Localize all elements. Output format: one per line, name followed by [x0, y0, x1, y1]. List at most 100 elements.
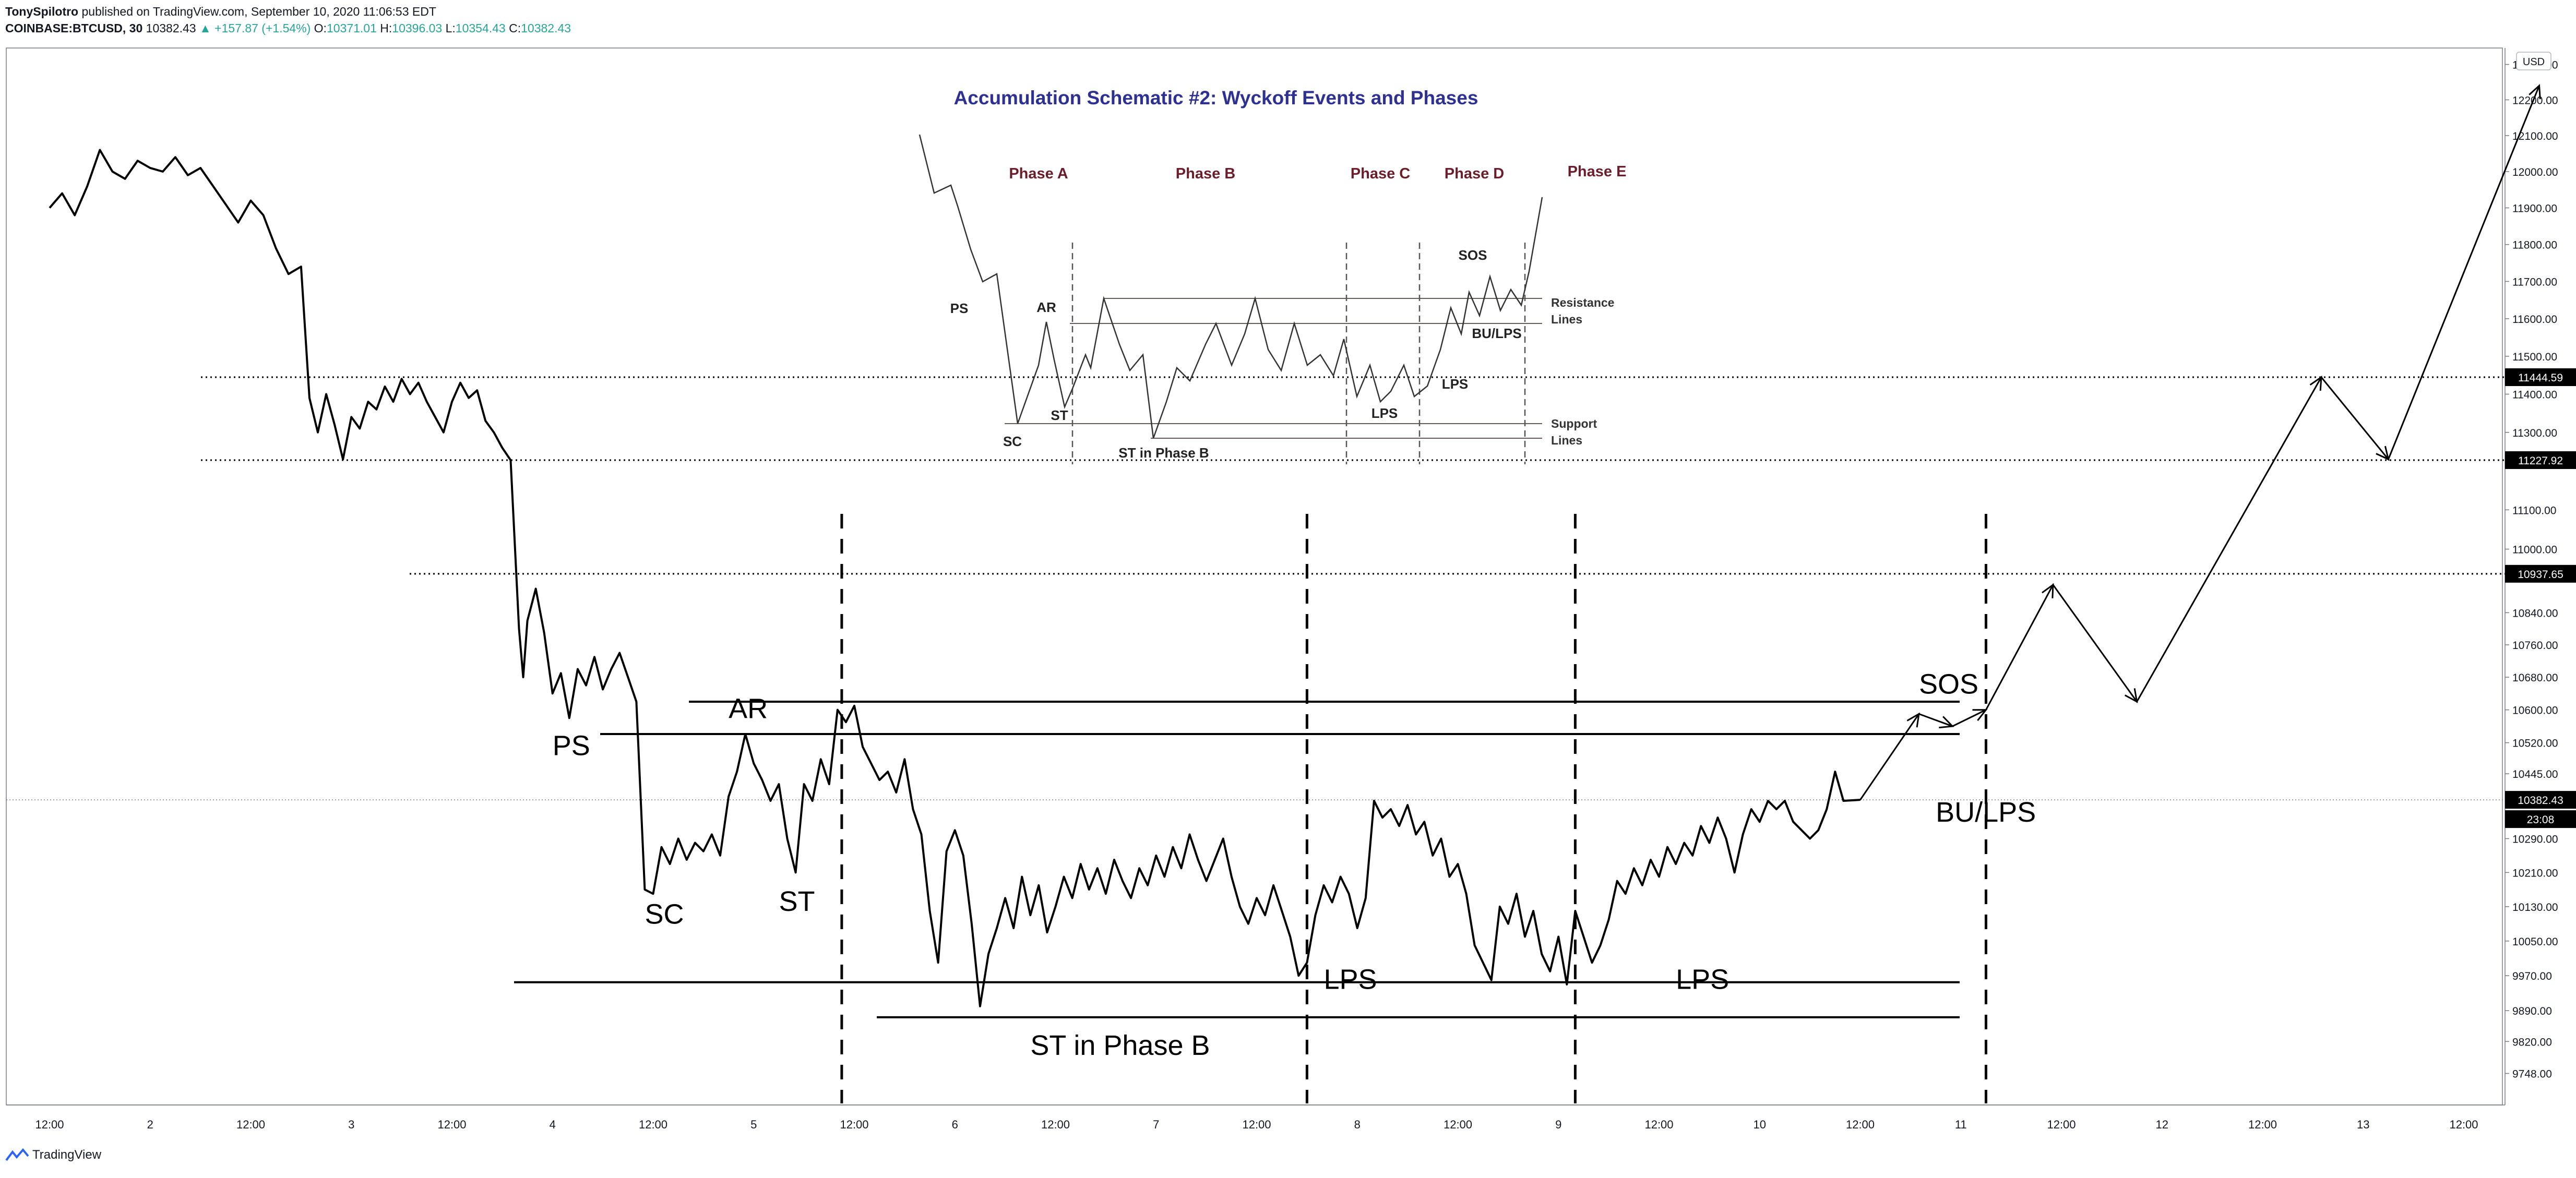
time-tick-label: 12:00 — [236, 1118, 265, 1131]
price-label-box — [2505, 368, 2576, 387]
time-tick-label: 12:00 — [1846, 1118, 1875, 1131]
price-tick-label: 10290.00 — [2512, 833, 2558, 845]
event-label: LPS — [1676, 964, 1729, 995]
phase-label: Phase B — [1176, 165, 1235, 182]
price-label-text: 11444.59 — [2518, 372, 2563, 384]
arrowhead — [1906, 712, 1920, 728]
price-label-box — [2505, 810, 2576, 828]
time-tick-label: 12:00 — [35, 1118, 64, 1131]
price-tick-label: 12100.00 — [2512, 130, 2558, 142]
price-line — [49, 149, 1861, 1007]
phase-label: Phase D — [1445, 165, 1504, 182]
inset-line-label: Lines — [1551, 312, 1582, 326]
inset-event-label: PS — [950, 300, 969, 316]
price-tick-label: 11400.00 — [2512, 389, 2557, 401]
inset-line-label: Support — [1551, 417, 1597, 430]
close-value: 10382.43 — [521, 21, 571, 35]
price-tick-label: 12000.00 — [2512, 166, 2558, 178]
time-tick-label: 7 — [1153, 1118, 1159, 1131]
price-label-box — [2505, 451, 2576, 469]
time-tick-label: 12:00 — [639, 1118, 667, 1131]
inset-event-label: SOS — [1459, 247, 1487, 263]
arrowhead — [2125, 688, 2138, 703]
arrowhead — [2042, 583, 2054, 598]
published-text: published on TradingView.com, September … — [81, 5, 436, 18]
arrowhead — [2309, 376, 2322, 391]
event-label: LPS — [1324, 964, 1377, 995]
price-tick-label: 10600.00 — [2512, 705, 2558, 717]
price-tick-label: 11300.00 — [2512, 427, 2557, 439]
event-label: SC — [645, 899, 684, 930]
time-tick-label: 3 — [348, 1118, 354, 1131]
price-change: +157.87 (+1.54%) — [214, 21, 311, 35]
close-label: C: — [509, 21, 521, 35]
price-tick-label: 10050.00 — [2512, 936, 2558, 948]
chart-header: TonySpilotro published on TradingView.co… — [5, 3, 571, 37]
time-tick-label: 11 — [1955, 1118, 1967, 1131]
time-tick-label: 12:00 — [2248, 1118, 2277, 1131]
time-tick-label: 2 — [147, 1118, 153, 1131]
event-label: PS — [553, 730, 590, 761]
event-label: ST in Phase B — [1030, 1030, 1210, 1061]
inset-event-label: LPS — [1372, 405, 1398, 421]
currency-badge: USD — [2516, 52, 2551, 70]
author-name[interactable]: TonySpilotro — [5, 5, 79, 18]
price-tick-label: 10680.00 — [2512, 672, 2558, 684]
symbol-label[interactable]: COINBASE:BTCUSD, 30 — [5, 21, 143, 35]
price-label-text: 10937.65 — [2518, 569, 2563, 581]
plot-frame — [6, 47, 2503, 1105]
time-tick-label: 4 — [550, 1118, 556, 1131]
high-value: 10396.03 — [392, 21, 443, 35]
arrowhead — [1972, 709, 1988, 721]
price-tick-label: 11000.00 — [2512, 544, 2557, 556]
price-tick-label: 10445.00 — [2512, 768, 2558, 780]
time-tick-label: 12:00 — [1041, 1118, 1070, 1131]
price-tick-label: 11100.00 — [2512, 504, 2556, 516]
time-tick-label: 9 — [1555, 1118, 1561, 1131]
arrowhead — [2376, 446, 2390, 461]
wyckoff-schematic-overlay: PS AR SC ST ST in Phase B LPS LPS SOS BU/LPS — [514, 83, 2541, 1103]
price-tick-label: 11900.00 — [2512, 202, 2557, 214]
price-tick-label: 9820.00 — [2512, 1036, 2552, 1048]
open-label: O: — [314, 21, 327, 35]
time-tick-label: 8 — [1354, 1118, 1361, 1131]
time-axis-ticks: 12:00 2 12:00 3 12:00 4 12:00 5 12:00 6 12:00 7 12:0… — [35, 1118, 2478, 1131]
event-label: ST — [779, 886, 815, 917]
high-label: H: — [380, 21, 392, 35]
event-label: BU/LPS — [1936, 797, 2036, 828]
phase-label: Phase A — [1009, 165, 1068, 182]
price-tick-label: 11500.00 — [2512, 351, 2557, 363]
low-value: 10354.43 — [455, 21, 506, 35]
price-labels: 11444.59 11227.92 10937.65 10382.43 23:08 — [2505, 368, 2576, 828]
time-tick-label: 12:00 — [2047, 1118, 2076, 1131]
price-label-text: 23:08 — [2527, 814, 2555, 826]
brand-name[interactable]: TradingView — [32, 1148, 102, 1162]
price-label-text: 11227.92 — [2518, 455, 2563, 467]
price-tick-label: 10130.00 — [2512, 901, 2558, 913]
inset-event-label: LPS — [1442, 376, 1469, 392]
price-tick-label: 10760.00 — [2512, 640, 2558, 652]
inset-event-label: SC — [1003, 434, 1022, 449]
inset-event-label: BU/LPS — [1472, 326, 1521, 341]
tradingview-logo-icon — [5, 1148, 29, 1161]
price-tick-label: 10840.00 — [2512, 607, 2558, 619]
time-tick-label: 6 — [952, 1118, 958, 1131]
event-label: SOS — [1919, 668, 1978, 700]
price-tick-label: 11600.00 — [2512, 314, 2557, 326]
inset-event-label: ST — [1051, 407, 1068, 423]
arrowhead — [1939, 716, 1954, 729]
low-label: L: — [445, 21, 456, 35]
inset-line-label: Lines — [1551, 434, 1582, 447]
time-tick-label: 12:00 — [840, 1118, 868, 1131]
inset-event-label: ST in Phase B — [1118, 445, 1209, 461]
last-price: 10382.43 — [146, 21, 196, 35]
event-label: AR — [729, 693, 768, 724]
price-tick-label: 10210.00 — [2512, 867, 2558, 879]
price-label-box — [2505, 564, 2576, 583]
currency-label: USD — [2523, 56, 2545, 68]
publish-info: TonySpilotro published on TradingView.co… — [5, 3, 571, 20]
phase-label: Phase C — [1351, 165, 1410, 182]
inset-line-label: Resistance — [1551, 296, 1614, 309]
arrowhead — [2529, 83, 2541, 100]
